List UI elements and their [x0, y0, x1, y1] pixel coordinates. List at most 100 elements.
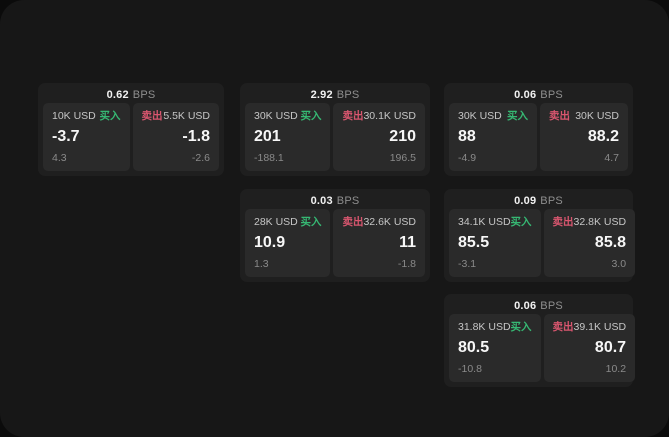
- quote-card: 0.06 BPS 31.8K USD 买入 80.5 -10.8 卖出 39.1K…: [444, 294, 636, 387]
- sell-label: 卖出: [552, 321, 574, 333]
- quote-card: 0.06 BPS 30K USD 买入 88 -4.9 卖出 30K USD 88…: [444, 83, 633, 176]
- sell-pane-top: 卖出 39.1K USD: [553, 321, 627, 333]
- spread-header: 0.06 BPS: [449, 298, 628, 314]
- buy-pane-top: 28K USD 买入: [254, 216, 321, 228]
- sell-pane[interactable]: 卖出 30.1K USD 210 196.5: [333, 103, 425, 171]
- sell-size: 39.1K USD: [573, 321, 627, 333]
- buy-size: 10K USD: [52, 110, 96, 122]
- quote-card: 0.62 BPS 10K USD 买入 -3.7 4.3 卖出 5.5K USD …: [38, 83, 224, 176]
- sell-label: 卖出: [549, 110, 570, 122]
- buy-price: 88: [458, 128, 476, 145]
- buy-label: 买入: [99, 110, 121, 122]
- spread-unit: BPS: [132, 89, 156, 101]
- price-panes: 28K USD 买入 10.9 1.3 卖出 32.6K USD 11 -1.8: [245, 209, 425, 277]
- buy-pane[interactable]: 10K USD 买入 -3.7 4.3: [43, 103, 130, 171]
- buy-delta: 4.3: [52, 152, 67, 164]
- buy-pane[interactable]: 28K USD 买入 10.9 1.3: [245, 209, 331, 277]
- sell-pane-top: 卖出 30.1K USD: [342, 110, 416, 122]
- sell-pane[interactable]: 卖出 5.5K USD -1.8 -2.6: [132, 103, 219, 171]
- buy-label: 买入: [510, 321, 532, 333]
- sell-pane-top: 卖出 32.8K USD: [553, 216, 627, 228]
- spread-header: 0.09 BPS: [449, 193, 628, 209]
- buy-pane-top: 31.8K USD 买入: [458, 321, 532, 333]
- buy-size: 34.1K USD: [458, 216, 511, 228]
- sell-label: 卖出: [342, 110, 364, 122]
- price-panes: 30K USD 买入 88 -4.9 卖出 30K USD 88.2 4.7: [449, 103, 628, 171]
- price-panes: 30K USD 买入 201 -188.1 卖出 30.1K USD 210 1…: [245, 103, 425, 171]
- price-panes: 10K USD 买入 -3.7 4.3 卖出 5.5K USD -1.8 -2.…: [43, 103, 219, 171]
- sell-pane-top: 卖出 5.5K USD: [142, 110, 211, 122]
- buy-delta: 1.3: [254, 258, 269, 270]
- buy-pane-top: 10K USD 买入: [52, 110, 121, 122]
- sell-delta: 3.0: [611, 258, 627, 270]
- spread-unit: BPS: [336, 195, 360, 207]
- buy-size: 28K USD: [254, 216, 298, 228]
- buy-delta: -3.1: [458, 258, 477, 270]
- sell-delta: 10.2: [605, 363, 627, 375]
- buy-pane-top: 30K USD 买入: [458, 110, 528, 122]
- sell-pane[interactable]: 卖出 39.1K USD 80.7 10.2: [543, 314, 636, 382]
- spread-unit: BPS: [540, 89, 563, 101]
- spread-value: 0.06: [514, 89, 537, 101]
- buy-delta: -4.9: [458, 152, 477, 164]
- sell-label: 卖出: [552, 216, 574, 228]
- spread-unit: BPS: [540, 300, 563, 312]
- sell-size: 30.1K USD: [363, 110, 416, 122]
- buy-size: 30K USD: [458, 110, 502, 122]
- sell-delta: 196.5: [389, 152, 416, 164]
- buy-size: 30K USD: [254, 110, 298, 122]
- buy-size: 31.8K USD: [458, 321, 511, 333]
- sell-label: 卖出: [342, 216, 364, 228]
- sell-pane[interactable]: 卖出 32.8K USD 85.8 3.0: [543, 209, 636, 277]
- buy-label: 买入: [510, 216, 532, 228]
- spread-value: 2.92: [310, 89, 333, 101]
- buy-pane-top: 34.1K USD 买入: [458, 216, 532, 228]
- sell-label: 卖出: [141, 110, 163, 122]
- buy-pane[interactable]: 30K USD 买入 201 -188.1: [245, 103, 331, 171]
- spread-value: 0.09: [514, 195, 537, 207]
- buy-label: 买入: [300, 110, 322, 122]
- sell-price: 85.8: [594, 234, 627, 251]
- spread-unit: BPS: [540, 195, 563, 207]
- spread-header: 2.92 BPS: [245, 87, 425, 103]
- spread-value: 0.62: [106, 89, 129, 101]
- buy-pane[interactable]: 31.8K USD 买入 80.5 -10.8: [449, 314, 541, 382]
- buy-price: 80.5: [458, 339, 490, 356]
- sell-delta: -1.8: [397, 258, 416, 270]
- spread-value: 0.03: [310, 195, 333, 207]
- price-panes: 31.8K USD 买入 80.5 -10.8 卖出 39.1K USD 80.…: [449, 314, 636, 382]
- sell-size: 32.6K USD: [363, 216, 416, 228]
- buy-pane[interactable]: 34.1K USD 买入 85.5 -3.1: [449, 209, 541, 277]
- sell-pane-top: 卖出 30K USD: [549, 110, 619, 122]
- sell-pane[interactable]: 卖出 30K USD 88.2 4.7: [540, 103, 628, 171]
- spread-header: 0.62 BPS: [43, 87, 219, 103]
- sell-delta: -2.6: [191, 152, 210, 164]
- sell-price: 88.2: [587, 128, 619, 145]
- quote-card: 0.09 BPS 34.1K USD 买入 85.5 -3.1 卖出 32.8K …: [444, 189, 636, 282]
- sell-price: 11: [399, 234, 416, 251]
- buy-label: 买入: [300, 216, 322, 228]
- buy-delta: -10.8: [458, 363, 482, 375]
- sell-pane[interactable]: 卖出 32.6K USD 11 -1.8: [333, 209, 425, 277]
- buy-price: 201: [254, 128, 281, 145]
- spread-header: 0.06 BPS: [449, 87, 628, 103]
- buy-delta: -188.1: [254, 152, 284, 164]
- spread-header: 0.03 BPS: [245, 193, 425, 209]
- sell-size: 30K USD: [575, 110, 619, 122]
- sell-delta: 4.7: [604, 152, 619, 164]
- sell-pane-top: 卖出 32.6K USD: [342, 216, 416, 228]
- buy-pane-top: 30K USD 买入: [254, 110, 321, 122]
- buy-pane[interactable]: 30K USD 买入 88 -4.9: [449, 103, 537, 171]
- spread-unit: BPS: [336, 89, 360, 101]
- quote-card: 0.03 BPS 28K USD 买入 10.9 1.3 卖出 32.6K USD…: [240, 189, 430, 282]
- sell-size: 32.8K USD: [573, 216, 627, 228]
- quote-card: 2.92 BPS 30K USD 买入 201 -188.1 卖出 30.1K U…: [240, 83, 430, 176]
- buy-price: 85.5: [458, 234, 490, 251]
- price-panes: 34.1K USD 买入 85.5 -3.1 卖出 32.8K USD 85.8…: [449, 209, 636, 277]
- sell-price: 210: [389, 128, 416, 145]
- spread-value: 0.06: [514, 300, 537, 312]
- buy-label: 买入: [507, 110, 528, 122]
- buy-price: 10.9: [254, 234, 286, 251]
- buy-price: -3.7: [52, 128, 80, 145]
